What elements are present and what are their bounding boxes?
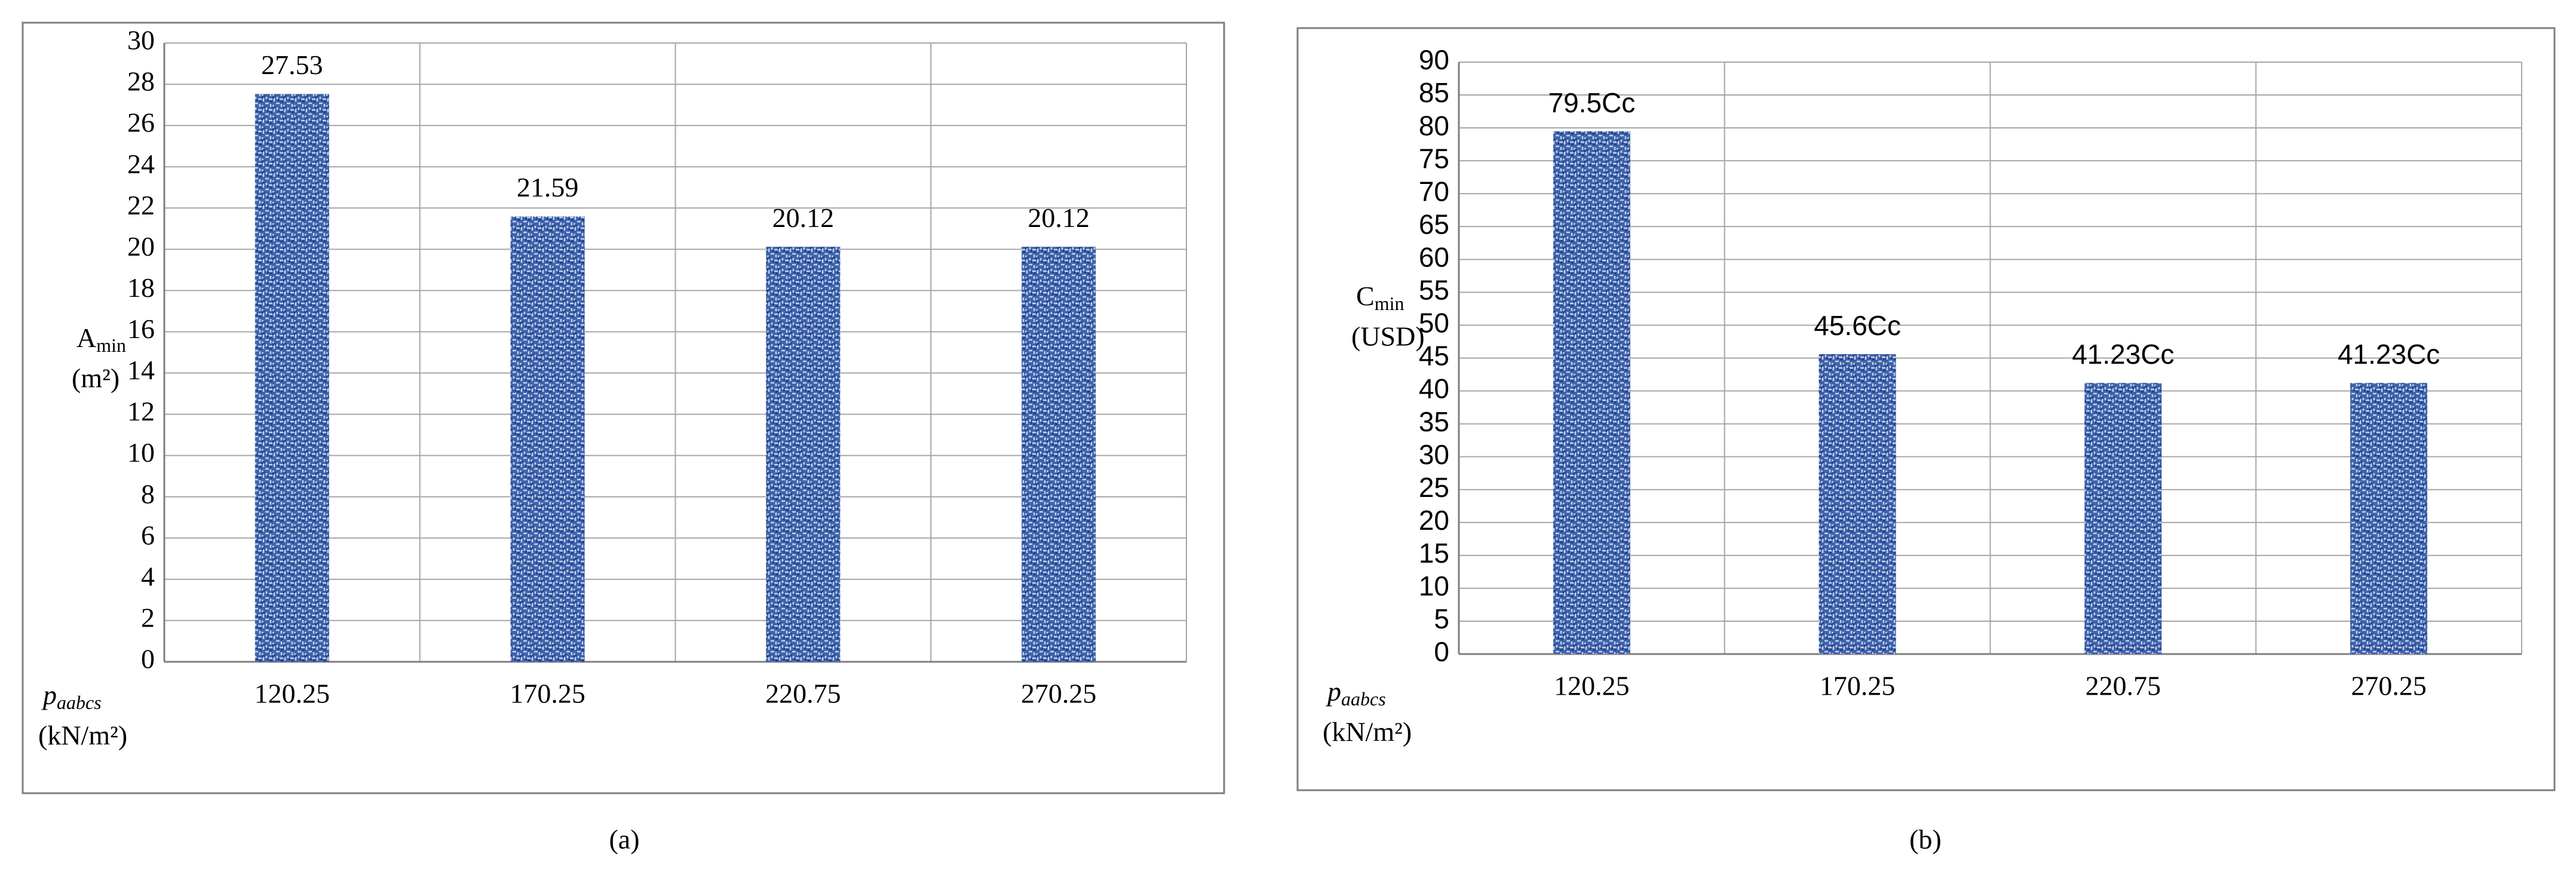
axis-label: paabcs	[41, 680, 102, 714]
x-tick-label: 220.75	[2086, 671, 2161, 701]
axis-label: Cmin	[1356, 281, 1404, 315]
data-label: 79.5Cc	[1548, 87, 1636, 118]
y-tick-label: 10	[127, 437, 155, 468]
y-tick-label: 12	[127, 396, 155, 426]
axis-label: paabcs	[1326, 676, 1386, 710]
data-label: 21.59	[517, 172, 579, 202]
y-tick-label: 0	[141, 644, 155, 674]
axis-label-unit: (kN/m²)	[38, 720, 127, 751]
caption: (b)	[1909, 824, 1942, 855]
axis-label-unit: (m²)	[72, 363, 119, 394]
y-tick-label: 45	[1419, 340, 1449, 372]
axis-label-subscript: aabcs	[1341, 688, 1386, 710]
bar-texture	[254, 94, 329, 662]
y-tick-label: 50	[1419, 308, 1449, 339]
axis-label-subscript: min	[96, 334, 126, 356]
y-tick-label: 26	[127, 108, 155, 138]
axis-label-symbol: p	[41, 680, 57, 710]
bar-texture	[1022, 247, 1096, 662]
y-tick-label: 75	[1419, 143, 1449, 174]
axis-label-symbol: C	[1356, 281, 1375, 311]
axis-label-symbol: A	[76, 323, 96, 353]
axis-label-subscript: aabcs	[57, 692, 102, 713]
x-tick-label: 170.25	[1820, 671, 1896, 701]
y-tick-label: 70	[1419, 176, 1449, 207]
y-tick-label: 18	[127, 272, 155, 303]
y-tick-label: 20	[1419, 505, 1449, 536]
y-tick-label: 90	[1419, 44, 1449, 75]
x-tick-label: 220.75	[765, 679, 841, 709]
y-tick-label: 6	[141, 520, 155, 550]
x-tick-label: 170.25	[510, 679, 585, 709]
data-label: 41.23Cc	[2072, 339, 2174, 370]
bar-texture	[1818, 354, 1896, 654]
y-tick-label: 4	[141, 561, 155, 591]
caption: (a)	[609, 824, 639, 855]
y-tick-label: 28	[127, 66, 155, 97]
y-tick-label: 60	[1419, 241, 1449, 272]
y-tick-label: 8	[141, 478, 155, 509]
data-label: 27.53	[261, 50, 323, 80]
y-tick-label: 5	[1434, 603, 1449, 634]
bar-texture	[2350, 383, 2428, 654]
y-tick-label: 55	[1419, 275, 1449, 306]
bar-texture	[2084, 383, 2162, 654]
y-tick-label: 80	[1419, 110, 1449, 141]
y-tick-label: 30	[1419, 439, 1449, 470]
data-label: 20.12	[772, 202, 835, 233]
x-tick-label: 270.25	[2351, 671, 2427, 701]
axis-label: Amin	[76, 323, 126, 357]
data-label: 20.12	[1028, 202, 1090, 233]
chart-frame	[1296, 27, 2556, 791]
y-tick-label: 20	[127, 231, 155, 262]
x-tick-label: 270.25	[1021, 679, 1097, 709]
y-tick-label: 85	[1419, 77, 1449, 108]
y-tick-label: 15	[1419, 538, 1449, 569]
axis-label-subscript: min	[1375, 293, 1404, 314]
y-tick-label: 16	[127, 314, 155, 344]
data-label: 45.6Cc	[1814, 310, 1901, 341]
data-label: 41.23Cc	[2338, 339, 2440, 370]
bar-texture	[1553, 131, 1630, 654]
y-tick-label: 25	[1419, 472, 1449, 503]
y-tick-label: 10	[1419, 570, 1449, 601]
axis-label-unit: (USD)	[1351, 321, 1425, 352]
y-tick-label: 14	[127, 355, 155, 385]
y-tick-label: 40	[1419, 373, 1449, 404]
y-tick-label: 65	[1419, 208, 1449, 240]
y-tick-label: 30	[127, 25, 155, 56]
axis-label-unit: (kN/m²)	[1323, 717, 1412, 747]
x-tick-label: 120.25	[254, 679, 330, 709]
y-tick-label: 24	[127, 149, 155, 179]
x-tick-label: 120.25	[1554, 671, 1630, 701]
y-tick-label: 2	[141, 602, 155, 633]
y-tick-label: 0	[1434, 636, 1449, 667]
y-tick-label: 35	[1419, 406, 1449, 437]
axis-label-symbol: p	[1326, 676, 1341, 707]
bar-texture	[766, 247, 841, 662]
y-tick-label: 22	[127, 190, 155, 220]
bar-texture	[510, 216, 585, 662]
